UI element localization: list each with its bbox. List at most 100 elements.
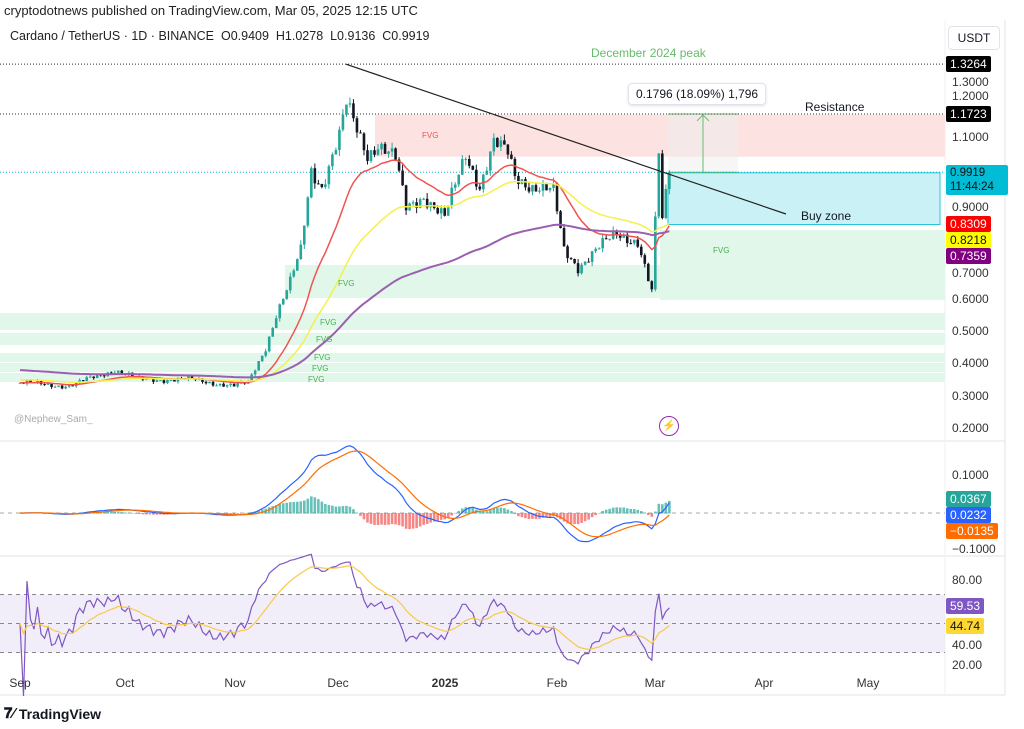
candle-body	[208, 381, 211, 384]
candle-body	[562, 228, 566, 247]
macd-histogram-bar	[295, 501, 299, 514]
macd-histogram-bar	[113, 511, 117, 514]
candle-body	[636, 239, 640, 247]
ohlc-open: O0.9409	[220, 29, 269, 43]
macd-histogram-bar	[376, 513, 380, 526]
candle-body	[173, 379, 176, 382]
candle-body	[67, 385, 71, 387]
macd-histogram-bar	[559, 513, 562, 520]
macd-histogram-bar	[236, 513, 239, 514]
macd-histogram-bar	[587, 513, 590, 520]
candle-body	[661, 153, 664, 219]
macd-tick: 0.1000	[952, 468, 989, 482]
macd-histogram-bar	[278, 503, 282, 514]
macd-histogram-bar	[359, 513, 362, 516]
macd-histogram-bar	[453, 512, 457, 514]
candle-body	[643, 255, 647, 264]
candle-body	[657, 153, 661, 217]
candle-body	[485, 170, 489, 175]
fvg-label: FVG	[308, 375, 325, 384]
resistance-label: Resistance	[805, 100, 865, 114]
candle-body	[429, 202, 432, 208]
macd-histogram-bar	[159, 513, 162, 515]
time-tick: Mar	[644, 676, 666, 690]
fvg-zone	[285, 265, 945, 298]
ema-yellow-line	[19, 180, 670, 383]
candle-body	[57, 385, 60, 387]
macd-histogram-bar	[345, 505, 348, 514]
currency-button[interactable]: USDT	[948, 26, 1000, 50]
candle-body	[169, 379, 173, 381]
time-tick: Dec	[327, 676, 349, 690]
candle-body	[334, 150, 338, 155]
symbol-name[interactable]: Cardano / TetherUS · 1D · BINANCE	[10, 29, 215, 43]
macd-histogram-bar	[383, 513, 387, 525]
macd-histogram-bar	[327, 505, 331, 514]
candle-body	[510, 154, 513, 159]
ema-purple-line	[19, 223, 670, 379]
macd-histogram-bar	[513, 513, 517, 514]
candle-body	[288, 276, 292, 291]
candle-body	[625, 234, 629, 244]
macd-histogram-bar	[668, 500, 671, 514]
macd-histogram-bar	[524, 513, 527, 519]
candle-body	[218, 383, 222, 386]
candle-body	[46, 383, 50, 385]
macd-histogram-bar	[548, 513, 552, 517]
macd-histogram-bar	[317, 499, 320, 514]
macd-histogram-bar	[141, 513, 145, 515]
macd-histogram-bar	[106, 511, 110, 514]
candle-body	[394, 148, 397, 160]
macd-histogram-bar	[243, 512, 246, 514]
candle-body	[517, 175, 520, 184]
macd-histogram-bar	[531, 513, 534, 519]
price-tick: 0.4000	[952, 356, 989, 371]
candle-body	[71, 385, 74, 387]
macd-histogram-bar	[545, 513, 548, 518]
macd-histogram-bar	[471, 507, 475, 514]
macd-histogram-bar	[632, 509, 636, 514]
macd-histogram-bar	[404, 513, 408, 529]
macd-histogram-bar	[450, 513, 454, 516]
macd-histogram-bar	[639, 511, 643, 514]
countdown: 11:44:24	[950, 181, 994, 193]
rsi-tick: 80.00	[952, 573, 983, 587]
macd-histogram-bar	[625, 508, 629, 514]
ema-yellow-tag: 0.8218	[946, 232, 991, 248]
fvg-label: FVG	[713, 246, 730, 255]
candle-body	[573, 258, 576, 264]
macd-histogram-bar	[503, 508, 506, 514]
candle-body	[436, 208, 439, 214]
macd-histogram-bar	[527, 513, 531, 520]
fvg-label: FVG	[320, 318, 337, 327]
rsi-ma-tag: 44.74	[946, 618, 985, 634]
candle-body	[260, 355, 264, 362]
fvg-label: FVG	[312, 364, 329, 373]
price-tick: 0.9000	[952, 200, 989, 214]
macd-histogram-bar	[138, 513, 141, 514]
candle-body	[471, 165, 475, 170]
candle-body	[338, 129, 341, 151]
peak-price-tag: 1.3264	[946, 56, 991, 72]
macd-histogram-bar	[288, 502, 292, 514]
peak-label: December 2024 peak	[591, 46, 706, 60]
candle-body	[320, 183, 324, 188]
candle-body	[211, 381, 215, 386]
macd-histogram-bar	[373, 513, 376, 525]
candle-body	[236, 383, 239, 387]
macd-histogram-bar	[422, 513, 425, 525]
price-tick: 0.2000	[952, 421, 989, 435]
candle-body	[422, 198, 425, 200]
macd-histogram-bar	[232, 513, 236, 515]
candle-body	[576, 263, 580, 274]
tradingview-logo[interactable]: 𝟕⁄ TradingView	[4, 705, 101, 722]
macd-histogram-bar	[569, 513, 573, 525]
macd-histogram-bar	[573, 513, 576, 525]
macd-histogram-bar	[310, 496, 313, 514]
candle-body	[373, 150, 376, 155]
ohlc-low: L0.9136	[330, 29, 376, 43]
macd-histogram-bar	[436, 513, 439, 522]
macd-histogram-bar	[594, 513, 597, 516]
lightning-icon[interactable]: ⚡	[659, 416, 679, 436]
